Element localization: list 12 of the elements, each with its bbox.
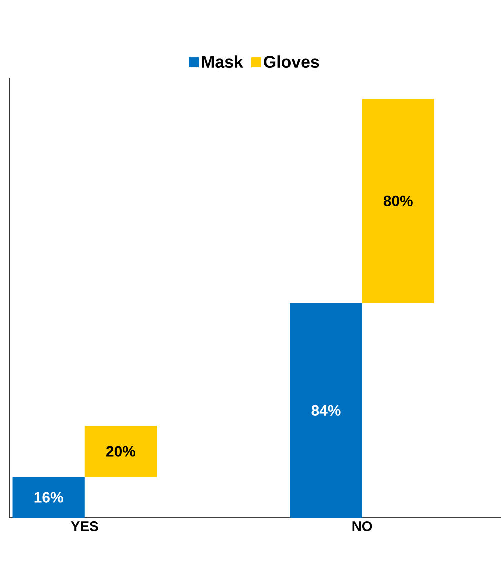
bar <box>362 98 434 304</box>
bar <box>84 426 158 478</box>
data-label: 84% <box>312 405 341 416</box>
data-label: 80% <box>384 196 413 206</box>
bar <box>12 477 85 518</box>
x-tick-label: YES <box>71 522 98 532</box>
data-label: 20% <box>106 446 136 457</box>
legend-label: Gloves <box>264 56 320 68</box>
data-label: 16% <box>34 492 64 503</box>
bar <box>290 303 362 518</box>
legend-label: Mask <box>202 56 244 68</box>
x-tick-label: NO <box>352 522 372 532</box>
